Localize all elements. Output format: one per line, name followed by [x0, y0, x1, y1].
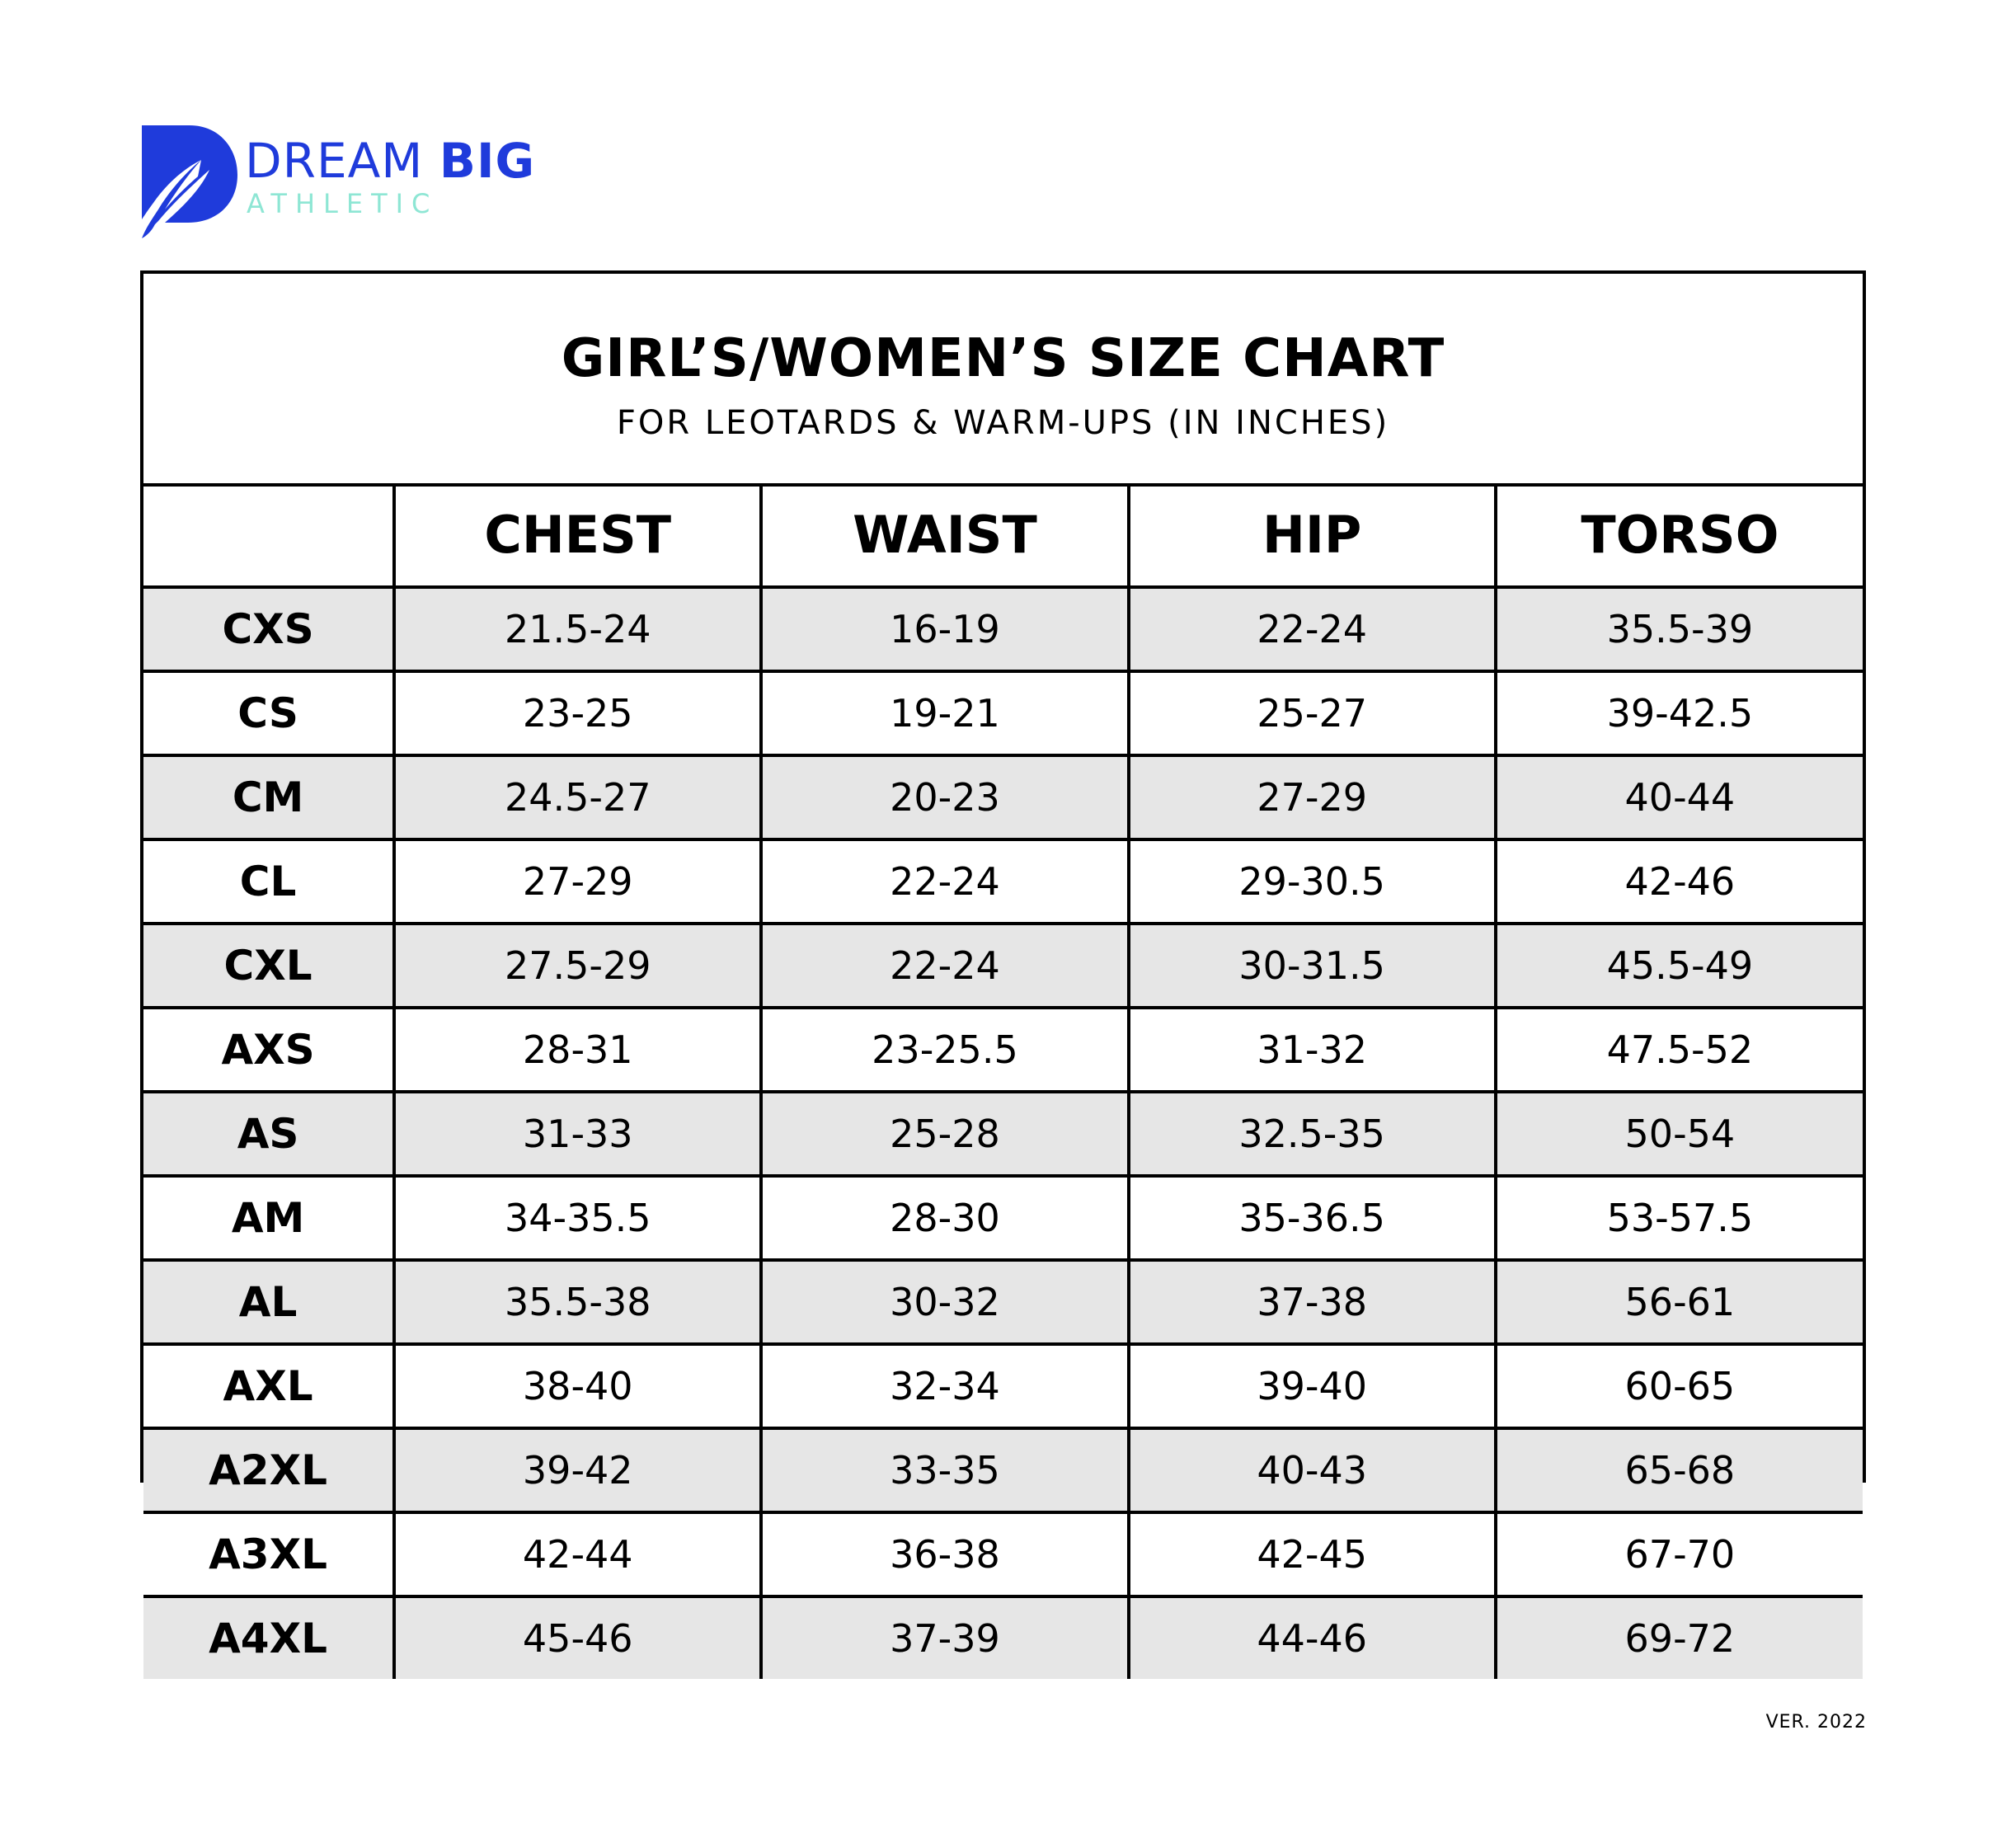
chest-value: 24.5-27	[392, 754, 764, 841]
column-header-chest: CHEST	[392, 483, 764, 589]
brand-name-bold: BIG	[439, 133, 536, 189]
hip-value: 22-24	[1126, 585, 1497, 673]
table-row: AXL 38-40 32-34 39-40 60-65	[143, 1342, 1863, 1430]
hip-value: 35-36.5	[1126, 1174, 1497, 1262]
hip-value: 39-40	[1126, 1342, 1497, 1430]
waist-value: 22-24	[759, 922, 1130, 1009]
chart-subtitle: FOR LEOTARDS & WARM-UPS (IN INCHES)	[616, 404, 1390, 442]
chest-value: 34-35.5	[392, 1174, 764, 1262]
dream-big-logo-icon	[142, 125, 237, 238]
size-chart: GIRL’S/WOMEN’S SIZE CHART FOR LEOTARDS &…	[140, 270, 1866, 1679]
chest-value: 23-25	[392, 670, 764, 757]
hip-value: 37-38	[1126, 1258, 1497, 1346]
waist-value: 32-34	[759, 1342, 1130, 1430]
table-row: AL 35.5-38 30-32 37-38 56-61	[143, 1258, 1863, 1346]
chest-value: 28-31	[392, 1006, 764, 1093]
torso-value: 40-44	[1493, 754, 1863, 841]
table-row: CS 23-25 19-21 25-27 39-42.5	[143, 670, 1863, 757]
chest-value: 27.5-29	[392, 922, 764, 1009]
size-label: CL	[143, 838, 397, 925]
waist-value: 22-24	[759, 838, 1130, 925]
table-row: AXS 28-31 23-25.5 31-32 47.5-52	[143, 1006, 1863, 1093]
waist-value: 20-23	[759, 754, 1130, 841]
table-row: CXL 27.5-29 22-24 30-31.5 45.5-49	[143, 922, 1863, 1009]
size-label: CXL	[143, 922, 397, 1009]
waist-value: 30-32	[759, 1258, 1130, 1346]
torso-value: 50-54	[1493, 1090, 1863, 1178]
chest-value: 35.5-38	[392, 1258, 764, 1346]
waist-value: 33-35	[759, 1427, 1130, 1514]
torso-value: 39-42.5	[1493, 670, 1863, 757]
torso-value: 47.5-52	[1493, 1006, 1863, 1093]
torso-value: 60-65	[1493, 1342, 1863, 1430]
chest-value: 45-46	[392, 1595, 764, 1679]
chest-value: 31-33	[392, 1090, 764, 1178]
column-header-torso: TORSO	[1493, 483, 1863, 589]
table-row: A3XL 42-44 36-38 42-45 67-70	[143, 1511, 1863, 1598]
size-label: A3XL	[143, 1511, 397, 1598]
waist-value: 23-25.5	[759, 1006, 1130, 1093]
table-row: AS 31-33 25-28 32.5-35 50-54	[143, 1090, 1863, 1178]
brand-name: DREAM BIG	[245, 135, 535, 186]
brand-logo: DREAM BIG ATHLETIC	[140, 124, 569, 239]
torso-value: 42-46	[1493, 838, 1863, 925]
size-label: A4XL	[143, 1595, 397, 1679]
torso-value: 69-72	[1493, 1595, 1863, 1679]
hip-value: 42-45	[1126, 1511, 1497, 1598]
size-label: CXS	[143, 585, 397, 673]
hip-value: 30-31.5	[1126, 922, 1497, 1009]
column-header-hip: HIP	[1126, 483, 1497, 589]
hip-value: 25-27	[1126, 670, 1497, 757]
waist-value: 37-39	[759, 1595, 1130, 1679]
table-row: A4XL 45-46 37-39 44-46 69-72	[143, 1595, 1863, 1679]
hip-value: 31-32	[1126, 1006, 1497, 1093]
size-label: AS	[143, 1090, 397, 1178]
hip-value: 40-43	[1126, 1427, 1497, 1514]
hip-value: 44-46	[1126, 1595, 1497, 1679]
hip-value: 27-29	[1126, 754, 1497, 841]
torso-value: 65-68	[1493, 1427, 1863, 1514]
size-label: CS	[143, 670, 397, 757]
table-row: A2XL 39-42 33-35 40-43 65-68	[143, 1427, 1863, 1514]
table-row: CXS 21.5-24 16-19 22-24 35.5-39	[143, 585, 1863, 673]
table-row: AM 34-35.5 28-30 35-36.5 53-57.5	[143, 1174, 1863, 1262]
size-label: AXL	[143, 1342, 397, 1430]
waist-value: 28-30	[759, 1174, 1130, 1262]
size-table: CHEST WAIST HIP TORSO CXS 21.5-24 16-19 …	[143, 483, 1863, 1679]
size-label: CM	[143, 754, 397, 841]
waist-value: 16-19	[759, 585, 1130, 673]
size-label: AM	[143, 1174, 397, 1262]
chest-value: 21.5-24	[392, 585, 764, 673]
waist-value: 36-38	[759, 1511, 1130, 1598]
torso-value: 53-57.5	[1493, 1174, 1863, 1262]
table-row: CL 27-29 22-24 29-30.5 42-46	[143, 838, 1863, 925]
torso-value: 67-70	[1493, 1511, 1863, 1598]
table-row: CM 24.5-27 20-23 27-29 40-44	[143, 754, 1863, 841]
waist-value: 19-21	[759, 670, 1130, 757]
brand-name-light: DREAM	[245, 133, 424, 189]
chest-value: 39-42	[392, 1427, 764, 1514]
chest-value: 38-40	[392, 1342, 764, 1430]
waist-value: 25-28	[759, 1090, 1130, 1178]
size-chart-header: GIRL’S/WOMEN’S SIZE CHART FOR LEOTARDS &…	[143, 274, 1863, 487]
brand-tagline: ATHLETIC	[247, 188, 439, 219]
size-label: A2XL	[143, 1427, 397, 1514]
chest-value: 27-29	[392, 838, 764, 925]
chest-value: 42-44	[392, 1511, 764, 1598]
hip-value: 29-30.5	[1126, 838, 1497, 925]
table-header-row: CHEST WAIST HIP TORSO	[143, 483, 1863, 589]
torso-value: 35.5-39	[1493, 585, 1863, 673]
column-header-size	[143, 483, 397, 589]
torso-value: 45.5-49	[1493, 922, 1863, 1009]
version-label: VER. 2022	[1765, 1712, 1867, 1733]
hip-value: 32.5-35	[1126, 1090, 1497, 1178]
column-header-waist: WAIST	[759, 483, 1130, 589]
size-label: AXS	[143, 1006, 397, 1093]
torso-value: 56-61	[1493, 1258, 1863, 1346]
size-label: AL	[143, 1258, 397, 1346]
chart-title: GIRL’S/WOMEN’S SIZE CHART	[561, 328, 1445, 389]
